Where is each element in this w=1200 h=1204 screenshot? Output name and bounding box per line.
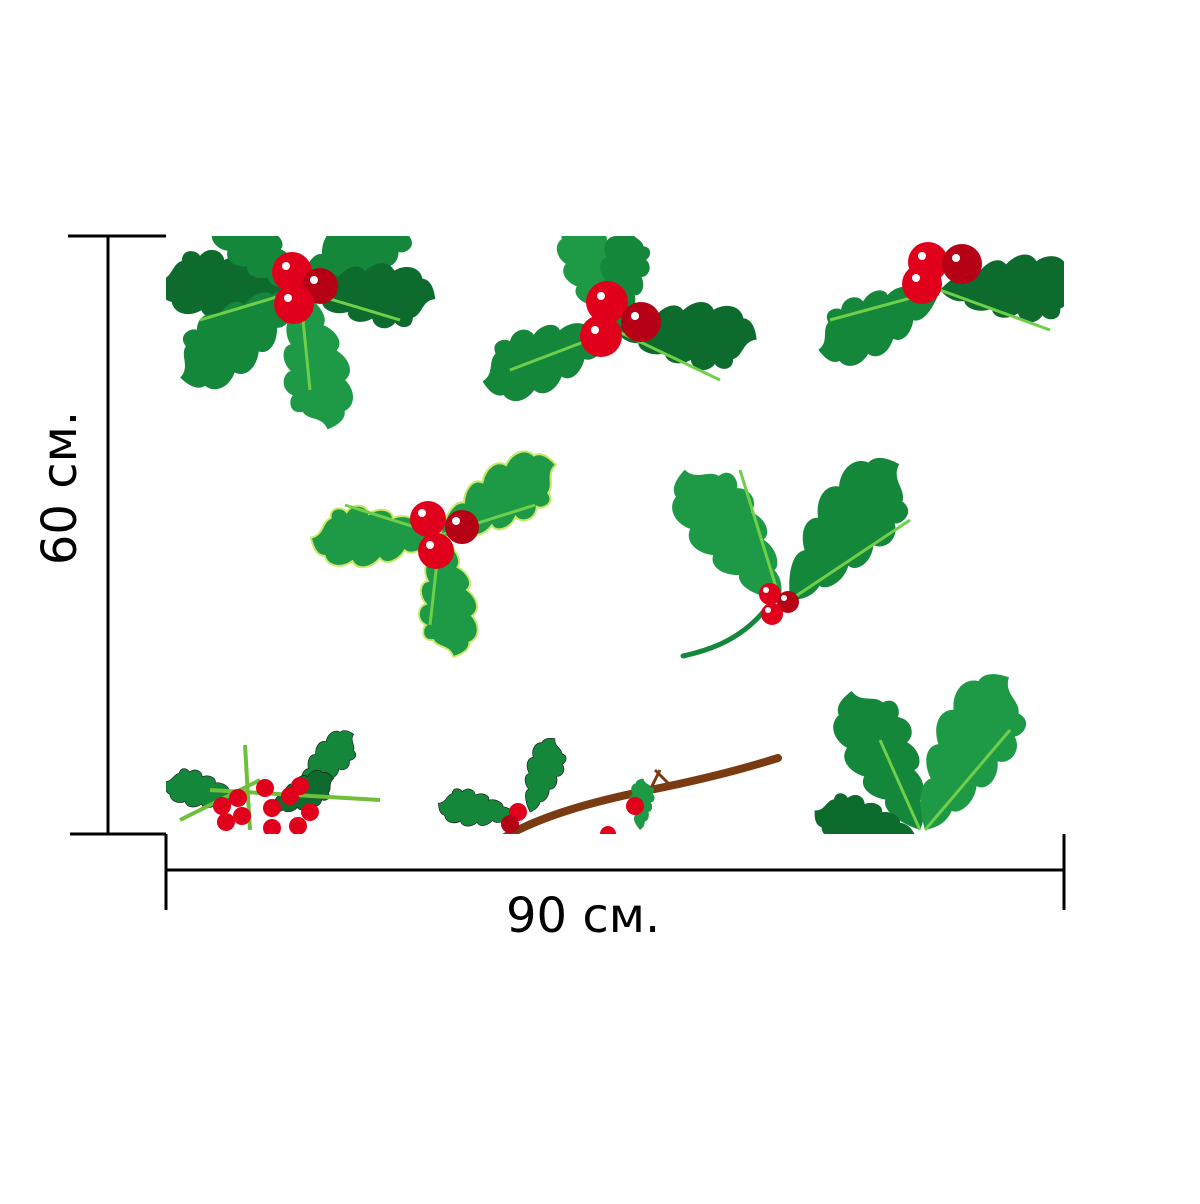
holly-cluster-4 (304, 442, 570, 662)
holly-cluster-8 (806, 657, 1053, 834)
width-label: 90 см. (506, 888, 661, 944)
width-dimension-line (164, 834, 1066, 910)
height-label: 60 см. (32, 410, 88, 566)
holly-cluster-2 (478, 236, 765, 404)
holly-cluster-6 (166, 723, 381, 834)
holly-cluster-1 (166, 236, 443, 432)
height-dimension-line (68, 234, 166, 836)
holly-cluster-7 (432, 731, 782, 834)
holly-cluster-3 (809, 236, 1064, 372)
holly-cluster-5 (660, 441, 935, 659)
